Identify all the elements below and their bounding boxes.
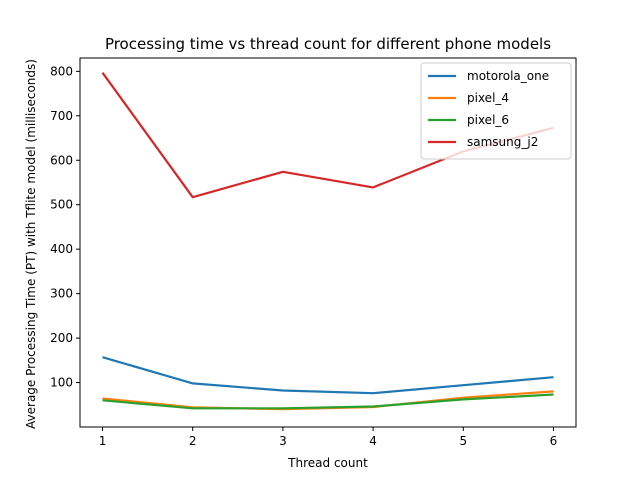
- legend: motorola_one pixel_4 pixel_6 samsung_j2: [420, 62, 572, 160]
- x-tick-label: 4: [369, 434, 377, 448]
- x-tick-label: 1: [99, 434, 107, 448]
- series-line-pixel_6: [102, 393, 554, 410]
- chart-title: Processing time vs thread count for diff…: [105, 35, 551, 53]
- x-tick-label: 6: [550, 434, 558, 448]
- legend-box: [420, 62, 572, 160]
- y-tick-label: 600: [50, 153, 73, 167]
- legend-label-samsung_j2: samsung_j2: [467, 135, 538, 149]
- y-axis-label: Average Processing Time (PT) with Tflite…: [24, 59, 38, 429]
- series-line-motorola_one: [102, 356, 554, 395]
- y-tick-label: 800: [50, 64, 73, 78]
- y-tick-label: 300: [50, 287, 73, 301]
- x-tick-label: 3: [279, 434, 287, 448]
- y-tick-label: 700: [50, 109, 73, 123]
- y-tick-label: 100: [50, 376, 73, 390]
- y-tick-label: 400: [50, 242, 73, 256]
- x-axis-label: Thread count: [287, 456, 368, 470]
- axes: 1 2 3 4 5 6 100 200 300 400 500 600 700 800: [50, 57, 577, 448]
- legend-label-pixel_6: pixel_6: [467, 113, 509, 127]
- x-tick-label: 2: [189, 434, 197, 448]
- legend-label-motorola_one: motorola_one: [467, 69, 549, 83]
- y-tick-label: 200: [50, 331, 73, 345]
- axes-frame: [79, 57, 577, 428]
- x-tick-label: 5: [459, 434, 467, 448]
- y-tick-label: 500: [50, 198, 73, 212]
- legend-label-pixel_4: pixel_4: [467, 91, 509, 105]
